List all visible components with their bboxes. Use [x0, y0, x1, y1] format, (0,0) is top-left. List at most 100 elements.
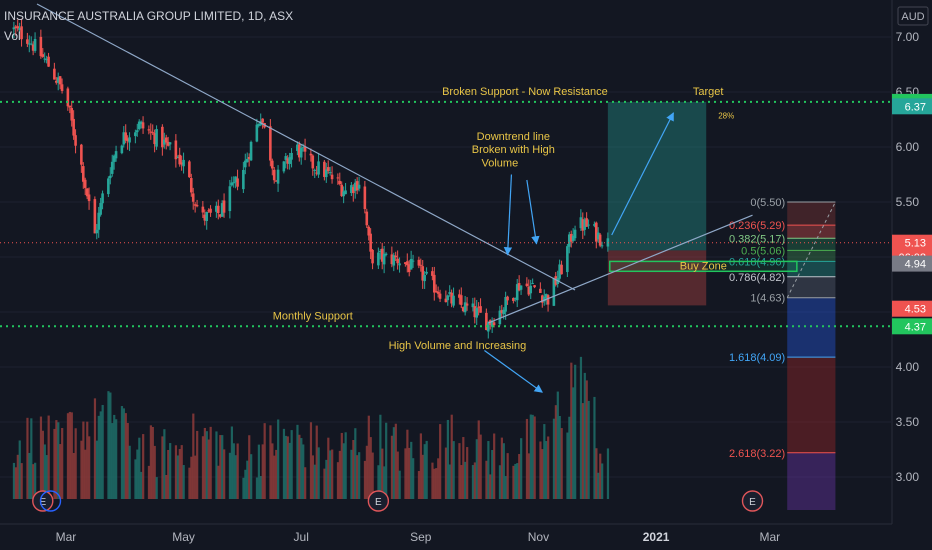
candle-body: [558, 264, 561, 279]
fib-band: [787, 357, 836, 453]
candle-body: [598, 234, 602, 246]
volume-bars: [12, 356, 610, 499]
volume-bar: [504, 476, 507, 499]
volume-bar: [473, 462, 476, 499]
chart-annotation: Downtrend line: [477, 131, 550, 143]
volume-bar: [80, 440, 83, 499]
volume-bar: [475, 439, 478, 499]
candle-body: [502, 309, 506, 315]
candle-body: [367, 226, 371, 236]
candle-body: [14, 26, 18, 28]
volume-bar: [207, 439, 210, 499]
buy-zone-box: [609, 260, 798, 273]
volume-bar: [147, 465, 151, 499]
candle-body: [519, 285, 523, 290]
volume-bar: [122, 408, 125, 499]
annotation-arrow: [526, 179, 540, 245]
volume-bar: [439, 424, 442, 499]
volume-bar: [574, 364, 577, 499]
volume-bar: [203, 427, 206, 499]
volume-bar: [282, 428, 286, 499]
volume-bar: [558, 415, 561, 499]
position-loss-zone: [607, 250, 707, 306]
candle-body: [162, 139, 166, 145]
candle-body: [369, 233, 372, 252]
volume-bar: [167, 449, 170, 499]
fib-level-label: 2.618(3.22): [729, 448, 785, 460]
volume-bar: [43, 444, 46, 499]
volume-bar: [396, 451, 399, 499]
volume-bar: [304, 467, 307, 499]
candle-body: [284, 156, 288, 160]
volume-bar: [344, 432, 347, 499]
volume-bar: [585, 380, 588, 499]
candle-body: [587, 224, 590, 226]
candle-body: [249, 141, 253, 161]
candle-body: [573, 229, 577, 239]
x-tick-label: Sep: [410, 530, 432, 544]
candle-body: [421, 266, 425, 281]
volume-bar: [601, 463, 604, 499]
candle-body: [85, 188, 89, 197]
candle-body: [583, 219, 587, 230]
fib-level-label: 0.5(5.06): [741, 245, 785, 257]
candle-body: [31, 44, 35, 51]
candle-body: [515, 284, 519, 301]
target-percent-label: 28%: [718, 111, 734, 120]
volume-bar: [412, 458, 415, 499]
volume-bar: [408, 447, 411, 499]
volume-bar: [568, 416, 571, 499]
candle-body: [552, 278, 556, 306]
candle-body: [596, 232, 600, 240]
volume-bar: [398, 470, 401, 499]
candle-body: [182, 159, 185, 167]
candle-body: [99, 202, 102, 215]
volume-bar: [192, 413, 195, 499]
candle-body: [512, 298, 515, 301]
candle-body: [486, 322, 490, 332]
volume-bar: [593, 396, 596, 499]
candle-body: [417, 259, 421, 266]
candle-body: [276, 169, 280, 184]
price-axis-badge: [892, 318, 932, 335]
candle-body: [344, 190, 347, 195]
x-tick-label: Jul: [294, 530, 309, 544]
x-tick-label: 2021: [643, 530, 670, 544]
x-tick-label: Mar: [760, 530, 781, 544]
candle-body: [195, 204, 199, 207]
candle-body: [70, 108, 74, 121]
volume-bar: [273, 455, 276, 499]
candle-body: [425, 271, 428, 274]
candle-body: [594, 222, 598, 242]
candle-body: [53, 68, 56, 80]
candle-body: [330, 174, 334, 180]
volume-bar: [275, 449, 278, 499]
candle-body: [463, 302, 467, 313]
candle-body: [303, 146, 307, 152]
volume-bar: [169, 443, 172, 499]
annotation-arrow: [503, 174, 513, 256]
volume-bar: [26, 417, 29, 499]
candle-body: [392, 255, 396, 266]
volume-bar: [109, 392, 112, 499]
volume-bar: [525, 418, 529, 499]
volume-bar: [155, 477, 158, 499]
volume-bar: [234, 455, 237, 499]
volume-bar: [516, 463, 519, 499]
earnings-event-label: E: [749, 497, 756, 508]
volume-bar: [70, 412, 73, 499]
candle-body: [272, 169, 276, 181]
candle-body: [324, 169, 328, 178]
volume-bar: [458, 443, 461, 499]
candle-body: [436, 291, 440, 294]
chart-annotation: Broken Support - Now Resistance: [442, 86, 608, 98]
volume-bar: [435, 468, 438, 499]
volume-bar: [12, 462, 16, 499]
candle-body: [107, 178, 110, 195]
volume-bar: [450, 414, 453, 499]
volume-bar: [223, 449, 226, 499]
volume-bar: [336, 462, 340, 499]
candle-body: [176, 157, 180, 159]
candle-body: [12, 27, 16, 30]
